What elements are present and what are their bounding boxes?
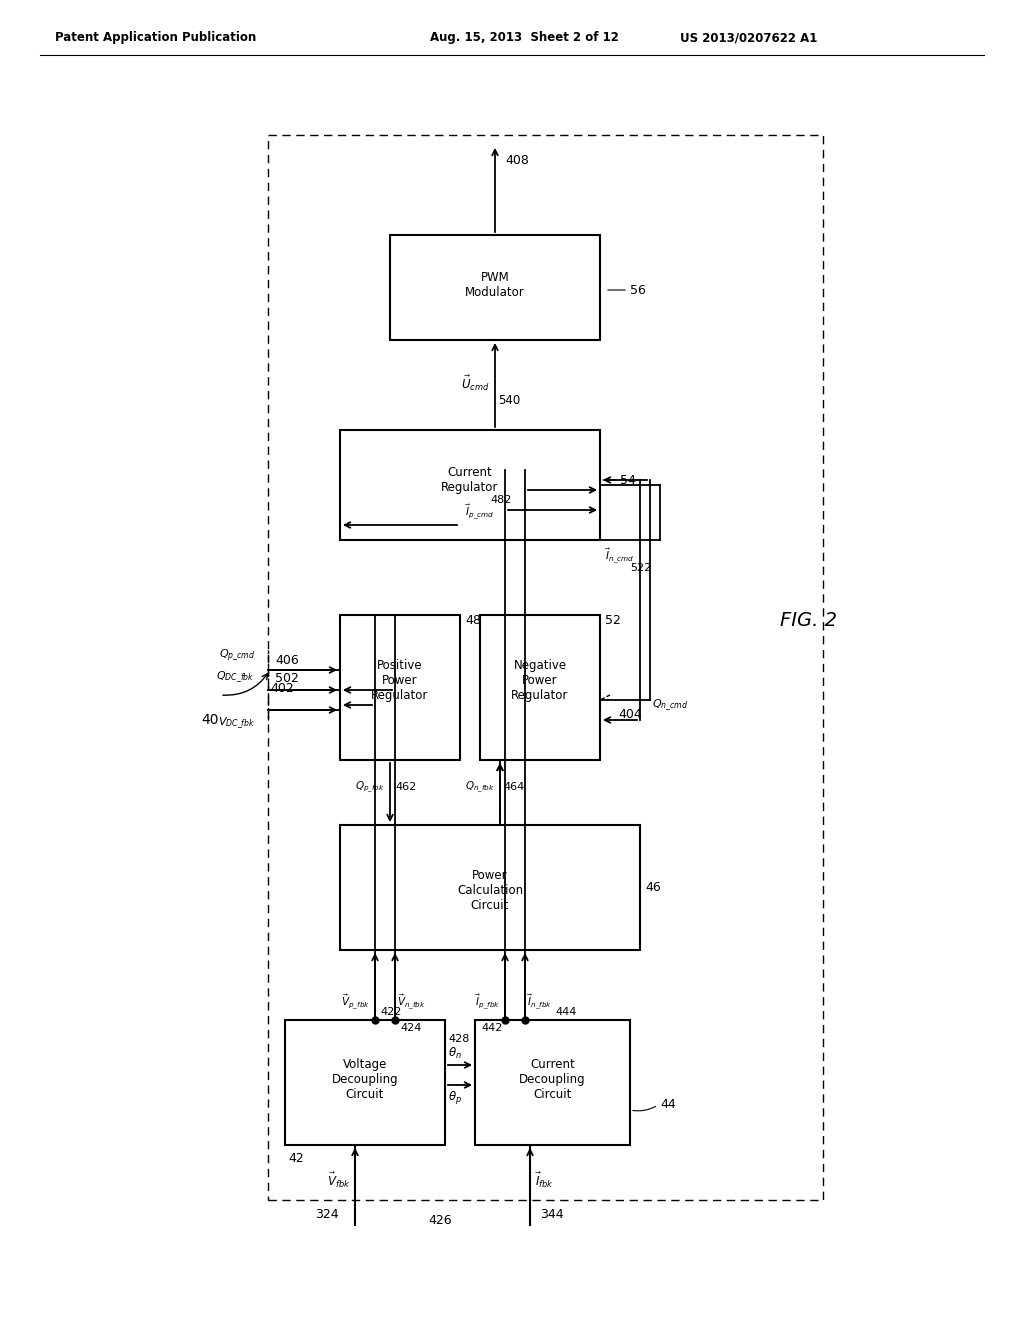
Text: 44: 44 — [660, 1098, 676, 1111]
Text: 424: 424 — [400, 1023, 421, 1034]
Text: 540: 540 — [498, 393, 520, 407]
Bar — [390, 235, 600, 341]
Text: Circuit: Circuit — [471, 899, 509, 912]
Text: 408: 408 — [505, 153, 528, 166]
Text: 52: 52 — [605, 614, 621, 627]
Text: 324: 324 — [315, 1209, 339, 1221]
Text: Power: Power — [472, 869, 508, 882]
Text: Circuit: Circuit — [534, 1088, 571, 1101]
Text: $\vec{U}_{cmd}$: $\vec{U}_{cmd}$ — [462, 374, 490, 392]
Bar — [475, 1020, 630, 1144]
Text: 56: 56 — [630, 284, 646, 297]
Text: PWM: PWM — [480, 271, 509, 284]
Text: 442: 442 — [481, 1023, 503, 1034]
Text: 46: 46 — [645, 880, 660, 894]
Text: 422: 422 — [380, 1007, 401, 1016]
Text: Current: Current — [447, 466, 493, 479]
Text: US 2013/0207622 A1: US 2013/0207622 A1 — [680, 32, 817, 45]
Text: $\vec{V}_{fbk}$: $\vec{V}_{fbk}$ — [327, 1171, 350, 1189]
Text: Calculation: Calculation — [457, 884, 523, 898]
Text: Positive: Positive — [377, 659, 423, 672]
Text: 48: 48 — [465, 614, 481, 627]
Text: Modulator: Modulator — [465, 286, 525, 300]
Text: $\vec{I}_{fbk}$: $\vec{I}_{fbk}$ — [535, 1171, 554, 1189]
Text: Patent Application Publication: Patent Application Publication — [55, 32, 256, 45]
Bar — [340, 825, 640, 950]
Text: $\theta_p$: $\theta_p$ — [449, 1089, 462, 1106]
Text: $\vec{V}_{p\_fbk}$: $\vec{V}_{p\_fbk}$ — [341, 993, 370, 1011]
Bar — [340, 615, 460, 760]
Text: 402: 402 — [270, 681, 294, 694]
Text: $\theta_n$: $\theta_n$ — [449, 1045, 462, 1060]
Text: 54: 54 — [620, 474, 636, 487]
Text: $Q_{DC\_fbk}$: $Q_{DC\_fbk}$ — [216, 669, 255, 685]
Text: 40: 40 — [202, 713, 219, 727]
Text: 464: 464 — [503, 781, 524, 792]
Text: $V_{DC\_fbk}$: $V_{DC\_fbk}$ — [218, 715, 255, 731]
Text: Decoupling: Decoupling — [332, 1073, 398, 1086]
Text: Regulator: Regulator — [441, 482, 499, 495]
Text: FIG. 2: FIG. 2 — [780, 610, 837, 630]
Text: 42: 42 — [288, 1152, 304, 1166]
Text: $\vec{I}_{n\_cmd}$: $\vec{I}_{n\_cmd}$ — [605, 546, 634, 565]
Bar — [268, 135, 823, 1200]
Text: 482: 482 — [490, 495, 511, 506]
Text: $\vec{I}_{p\_fbk}$: $\vec{I}_{p\_fbk}$ — [475, 993, 500, 1011]
Text: $Q_{p\_fbk}$: $Q_{p\_fbk}$ — [355, 779, 385, 795]
Text: 406: 406 — [275, 653, 299, 667]
Text: 426: 426 — [428, 1213, 452, 1226]
Text: 428: 428 — [449, 1034, 469, 1044]
Bar — [340, 430, 600, 540]
Text: $Q_{n\_cmd}$: $Q_{n\_cmd}$ — [652, 697, 688, 713]
Text: Current: Current — [530, 1059, 574, 1071]
Text: Regulator: Regulator — [372, 689, 429, 702]
Text: $\vec{I}_{n\_fbk}$: $\vec{I}_{n\_fbk}$ — [527, 993, 552, 1011]
Text: $Q_{p\_cmd}$: $Q_{p\_cmd}$ — [218, 647, 255, 663]
Text: Power: Power — [522, 675, 558, 686]
Text: 502: 502 — [275, 672, 299, 685]
Text: Circuit: Circuit — [346, 1088, 384, 1101]
Text: Negative: Negative — [513, 659, 566, 672]
Text: 444: 444 — [555, 1007, 577, 1016]
Text: $Q_{n\_fbk}$: $Q_{n\_fbk}$ — [465, 779, 495, 795]
Text: $\vec{V}_{n\_fbk}$: $\vec{V}_{n\_fbk}$ — [397, 993, 426, 1011]
Text: $\vec{I}_{p\_cmd}$: $\vec{I}_{p\_cmd}$ — [465, 503, 495, 521]
Text: Decoupling: Decoupling — [519, 1073, 586, 1086]
Text: 462: 462 — [395, 781, 416, 792]
Text: 522: 522 — [630, 564, 651, 573]
Text: 344: 344 — [540, 1209, 563, 1221]
Text: Aug. 15, 2013  Sheet 2 of 12: Aug. 15, 2013 Sheet 2 of 12 — [430, 32, 618, 45]
Bar — [285, 1020, 445, 1144]
Text: Voltage: Voltage — [343, 1059, 387, 1071]
Bar — [480, 615, 600, 760]
Text: 404: 404 — [618, 709, 642, 722]
Text: Regulator: Regulator — [511, 689, 568, 702]
Text: Power: Power — [382, 675, 418, 686]
